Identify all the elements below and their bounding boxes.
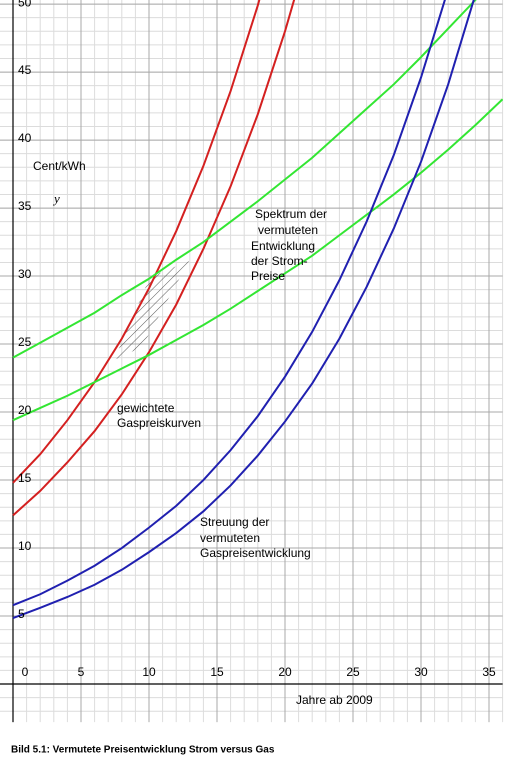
y-tick-label: 35: [18, 199, 32, 213]
x-tick-label: 10: [142, 665, 156, 679]
x-tick-label: 25: [346, 665, 360, 679]
annotation: der Strom-: [251, 254, 308, 268]
line: [12, 0, 261, 484]
y-tick-label: 5: [18, 607, 25, 621]
annotation: vermuteten: [200, 531, 260, 545]
x-tick-label: 0: [22, 665, 29, 679]
y-tick-label: 40: [18, 131, 32, 145]
x-tick-label: 30: [414, 665, 428, 679]
annotation: Gaspreisentwicklung: [200, 546, 311, 560]
x-axis-label: Jahre ab 2009: [296, 693, 373, 707]
line: [12, 0, 477, 359]
annotation: Spektrum der: [255, 207, 327, 221]
labels: 0 5 10 15 20 25 30 35 5 10 15 20 25 30 35 40 45 50 Spektru…: [18, 0, 496, 679]
y-tick-label: 25: [18, 335, 32, 349]
y-tick-label: 10: [18, 539, 32, 553]
grid: [0, 0, 504, 723]
y-tick-label: 45: [18, 63, 32, 77]
y-tick-label: 30: [18, 267, 32, 281]
y-tick-label: 20: [18, 403, 32, 417]
line: [12, 0, 475, 620]
y-axis-label: Cent/kWh: [33, 159, 86, 173]
y-tick-label: 15: [18, 471, 32, 485]
annotation: gewichtete: [117, 401, 175, 415]
hatched-region: [114, 261, 189, 360]
annotation: Preise: [251, 269, 285, 283]
line: [12, 98, 503, 422]
caption: Bild 5.1: Vermutete Preisentwicklung Str…: [11, 745, 275, 756]
line: [12, 0, 296, 517]
annotation: Gaspreiskurven: [117, 416, 201, 430]
lines: [12, 0, 503, 620]
y-symbol: y: [52, 191, 60, 206]
x-tick-label: 15: [210, 665, 224, 679]
line: [12, 0, 446, 607]
annotation: Streuung der: [200, 515, 269, 529]
annotation: vermuteten: [258, 223, 318, 237]
x-tick-label: 20: [278, 665, 292, 679]
x-tick-label: 5: [78, 665, 85, 679]
annotation: Entwicklung: [251, 239, 315, 253]
x-tick-label: 35: [482, 665, 496, 679]
y-tick-label: 50: [18, 0, 32, 9]
